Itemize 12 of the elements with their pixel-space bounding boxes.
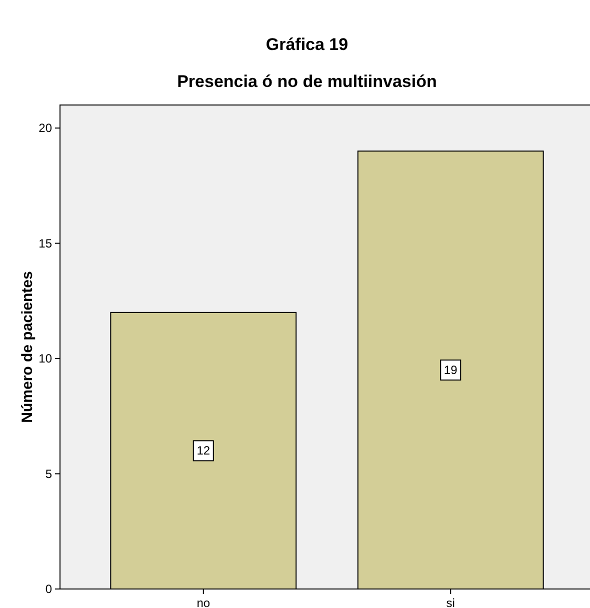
y-tick-label: 20 (38, 121, 52, 136)
data-label: 12 (196, 444, 210, 458)
y-tick-label: 0 (45, 582, 52, 596)
chart-title: Gráfica 19 (266, 35, 348, 54)
x-tick-label: no (196, 596, 210, 608)
y-tick-label: 5 (45, 466, 52, 481)
data-label: 19 (444, 363, 458, 378)
y-tick-label: 15 (38, 236, 52, 250)
y-tick-label: 10 (38, 352, 52, 366)
x-tick-label: si (446, 596, 455, 608)
y-axis-title: Número de pacientes (19, 271, 36, 423)
chart-subtitle: Presencia ó no de multiinvasión (177, 72, 437, 91)
